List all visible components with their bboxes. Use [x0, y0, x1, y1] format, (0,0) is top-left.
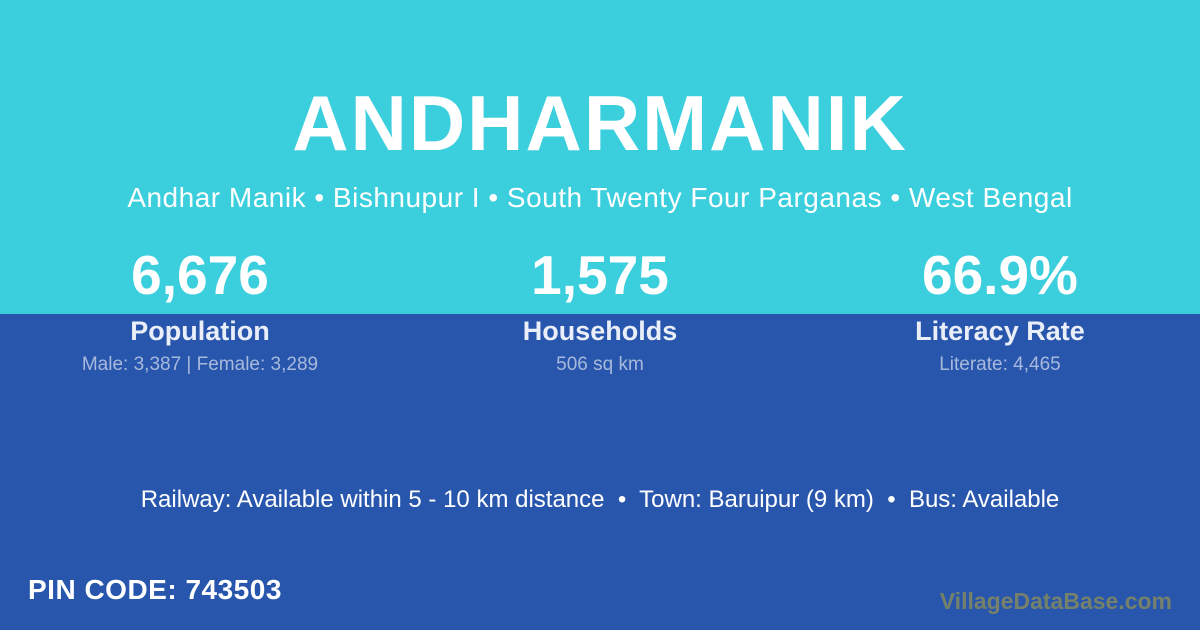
literacy-label: Literacy Rate — [915, 316, 1085, 346]
location-breadcrumb: Andhar Manik • Bishnupur I • South Twent… — [127, 182, 1073, 213]
pin-code-text: PIN CODE: 743503 — [28, 574, 282, 605]
population-label: Population — [130, 316, 270, 346]
header-band — [0, 0, 1200, 314]
stat-households: 1,575 Households 506 sq km — [400, 246, 800, 377]
transport-info-line: Railway: Available within 5 - 10 km dist… — [140, 486, 1060, 513]
literacy-value: 66.9% — [921, 244, 1078, 306]
population-detail: Male: 3,387 | Female: 3,289 — [81, 354, 319, 375]
body-band — [0, 314, 1200, 630]
watermark-site-name: VillageDataBase.com — [939, 588, 1172, 614]
households-value: 1,575 — [531, 244, 669, 306]
population-value: 6,676 — [131, 244, 269, 306]
village-title: ANDHARMANIK — [292, 79, 908, 167]
households-label: Households — [522, 316, 678, 346]
stat-literacy: 66.9% Literacy Rate Literate: 4,465 — [800, 246, 1200, 377]
literacy-detail: Literate: 4,465 — [939, 354, 1061, 375]
households-detail: 506 sq km — [556, 354, 644, 375]
stat-population: 6,676 Population Male: 3,387 | Female: 3… — [0, 246, 400, 377]
stats-row: 6,676 Population Male: 3,387 | Female: 3… — [0, 246, 1200, 377]
